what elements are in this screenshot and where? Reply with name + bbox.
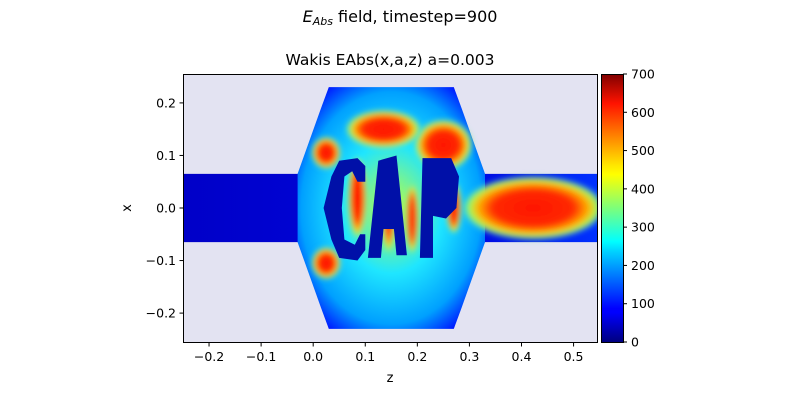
y-axis-label: x: [120, 204, 135, 212]
colorbar-tick-label: 400: [631, 181, 655, 196]
x-tick-label: 0.2: [407, 349, 427, 364]
x-tick-label: 0.3: [459, 349, 479, 364]
colorbar-tick-label: 200: [631, 258, 655, 273]
hot-region: [344, 109, 423, 149]
colorbar: [601, 74, 623, 342]
field-heatmap: [183, 87, 597, 329]
suptitle-subscript: Abs: [312, 15, 333, 28]
letter-c: [323, 158, 366, 261]
y-tick-label: −0.2: [146, 306, 176, 321]
colorbar-tick-label: 500: [631, 143, 655, 158]
colorbar-ticks: 700 600 500 400 300 200 100 0: [623, 67, 655, 350]
y-tick-label: −0.1: [146, 253, 176, 268]
x-tick-label: 0.0: [303, 349, 323, 364]
x-tick-label: 0.5: [564, 349, 584, 364]
hot-region: [459, 175, 597, 241]
colorbar-tick-label: 600: [631, 105, 655, 120]
hot-region: [413, 118, 474, 172]
letter-p: [419, 158, 459, 258]
y-tick-label: 0.0: [156, 201, 176, 216]
x-tick-label: −0.1: [246, 349, 276, 364]
hot-streak: [405, 181, 419, 256]
x-tick-label: 0.1: [355, 349, 375, 364]
x-tick-label: −0.2: [194, 349, 224, 364]
masked-cap-letters: [323, 155, 459, 261]
letter-a: [367, 155, 407, 258]
hot-region: [311, 246, 342, 280]
colorbar-frame: [601, 74, 624, 343]
y-tick-label: 0.1: [156, 148, 176, 163]
axes-title: Wakis EAbs(x,a,z) a=0.003: [285, 51, 495, 69]
y-axis-ticks: 0.2 0.1 0.0 −0.1 −0.2: [146, 95, 184, 321]
suptitle-text: field, timestep=900: [332, 7, 498, 26]
hot-region: [311, 136, 342, 170]
x-axis-label: z: [387, 371, 394, 386]
colorbar-tick-label: 700: [631, 67, 655, 82]
colorbar-tick-label: 100: [631, 296, 655, 311]
x-axis-ticks: −0.2 −0.1 0.0 0.1 0.2 0.3 0.4 0.5: [194, 342, 584, 364]
figure-suptitle: EAbs field, timestep=900: [0, 7, 800, 28]
colorbar-tick-label: 300: [631, 220, 655, 235]
y-tick-label: 0.2: [156, 95, 176, 110]
colorbar-tick-label: 0: [631, 335, 639, 350]
suptitle-symbol: E: [302, 7, 313, 26]
x-tick-label: 0.4: [512, 349, 532, 364]
